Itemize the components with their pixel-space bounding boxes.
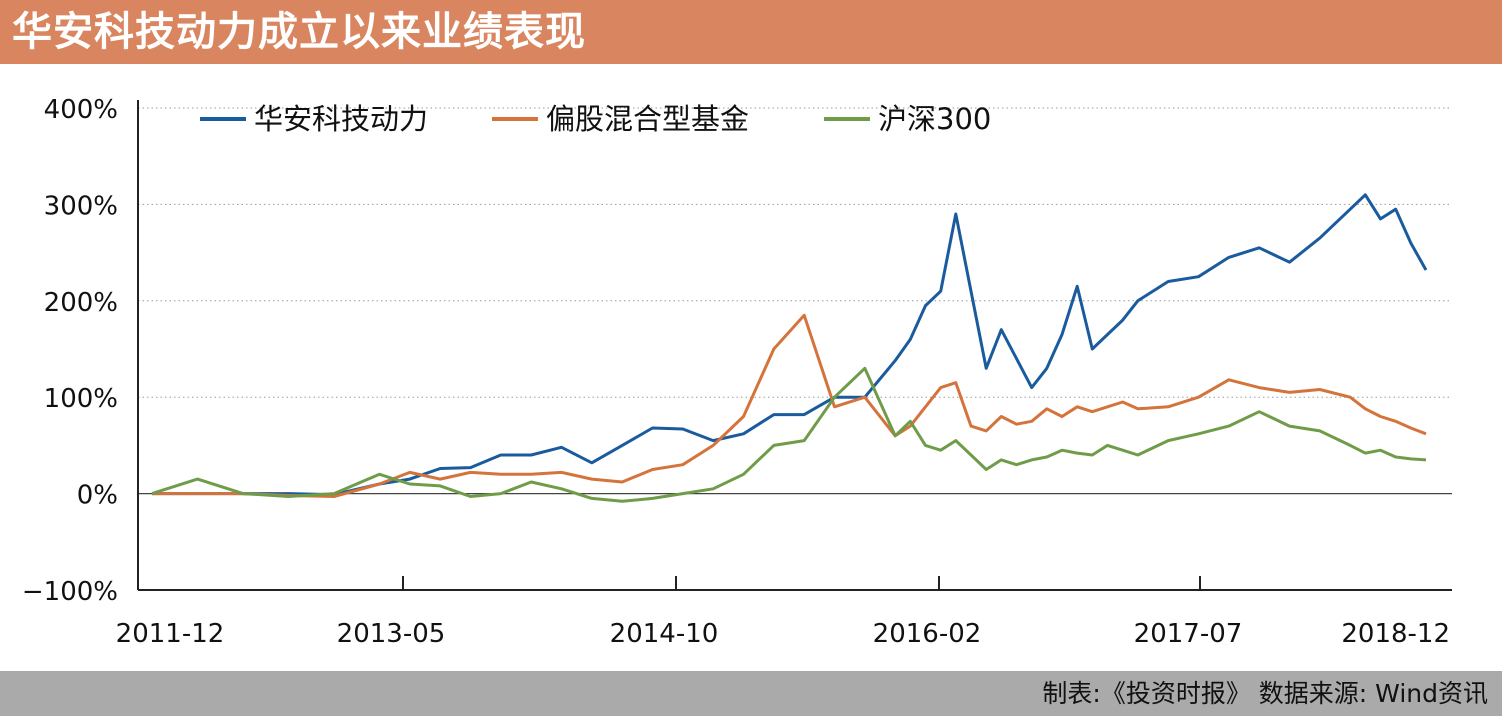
y-tick-label: 200%	[44, 288, 118, 318]
footer-bar: 制表:《投资时报》 数据来源: Wind资讯	[0, 671, 1502, 716]
series-line	[151, 366, 1427, 503]
legend-label: 沪深300	[878, 102, 991, 136]
x-tick-label: 2017-07	[1134, 619, 1243, 649]
x-tick-label: 2016-02	[873, 619, 982, 649]
x-tick-label: 2018-12	[1341, 619, 1450, 649]
series-line	[152, 193, 1428, 497]
title-bar: 华安科技动力成立以来业绩表现	[0, 0, 1502, 64]
legend-label: 偏股混合型基金	[546, 102, 749, 136]
series-line	[152, 313, 1427, 498]
source-note: 制表:《投资时报》 数据来源: Wind资讯	[1042, 679, 1488, 708]
x-tick-label: 2011-12	[116, 619, 225, 649]
y-tick-label: −100%	[22, 577, 118, 607]
x-tick-label: 2013-05	[337, 619, 446, 649]
x-tick-label: 2014-10	[610, 619, 719, 649]
chart-title: 华安科技动力成立以来业绩表现	[12, 9, 586, 55]
line-chart: −100% 0% 100% 200% 300% 400% 2011-12 2013-05 201…	[22, 95, 1452, 649]
y-tick-label: 300%	[44, 191, 118, 221]
chart-area: −100% 0% 100% 200% 300% 400% 2011-12 2013-05 201…	[0, 70, 1502, 670]
y-tick-label: 100%	[44, 384, 118, 414]
legend-label: 华安科技动力	[254, 102, 428, 136]
y-tick-label: 0%	[77, 481, 118, 511]
y-tick-label: 400%	[44, 95, 118, 125]
